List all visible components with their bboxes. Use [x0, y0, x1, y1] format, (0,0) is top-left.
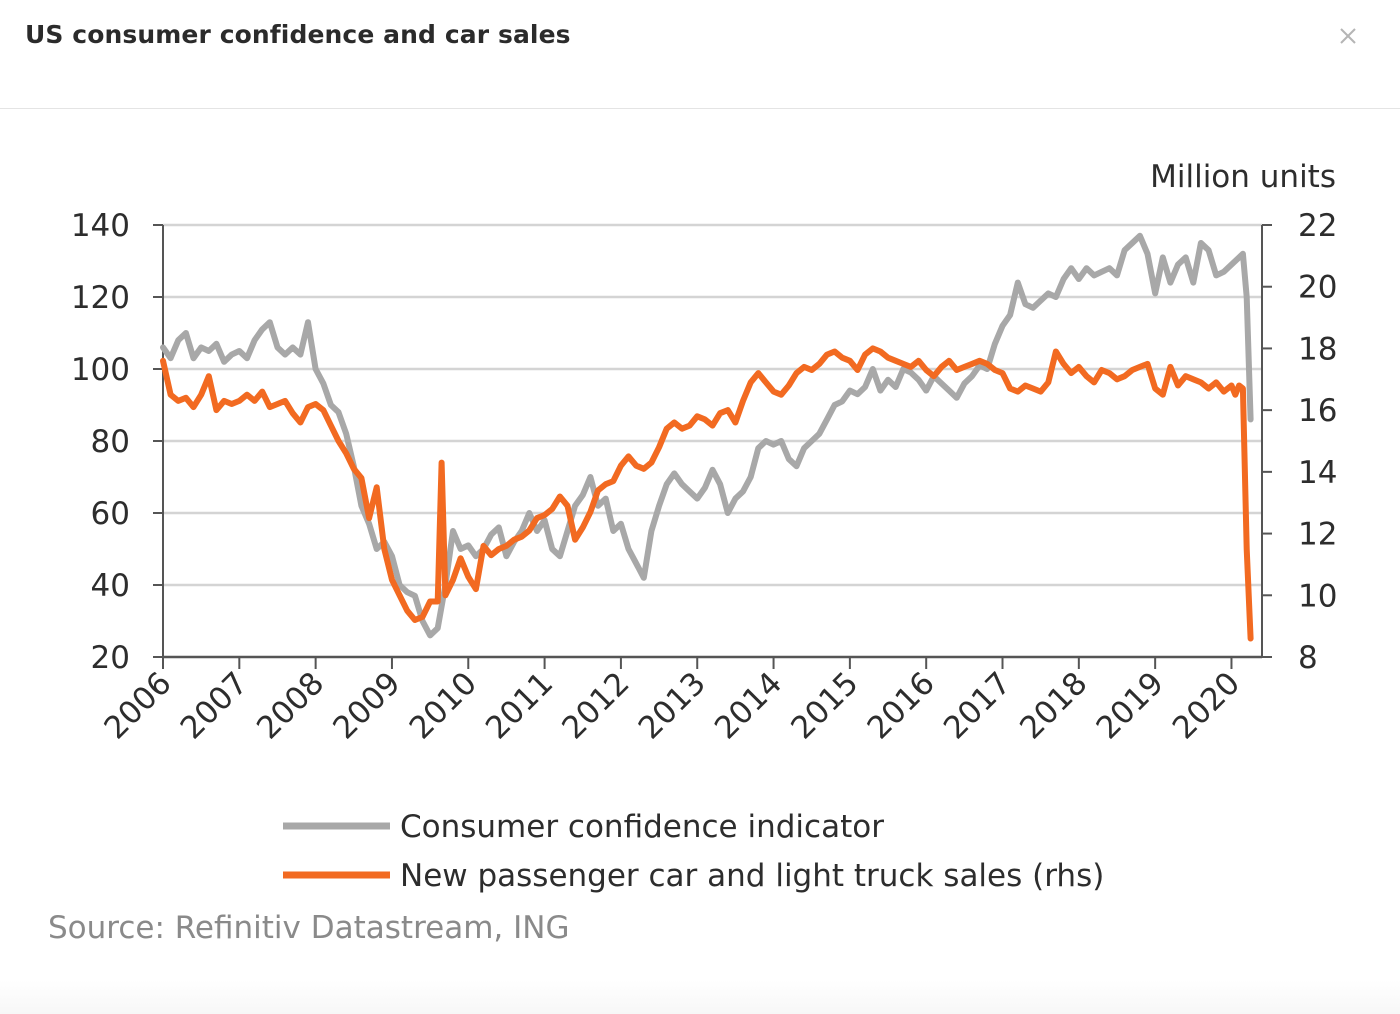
x-axis-tick-label: 2016 — [861, 665, 942, 746]
left-axis-tick-label: 40 — [91, 568, 130, 604]
x-axis-tick-label: 2007 — [174, 665, 255, 746]
x-axis-tick-label: 2019 — [1090, 665, 1171, 746]
left-axis-tick-label: 120 — [71, 280, 130, 316]
right-axis-tick-label: 14 — [1298, 455, 1337, 491]
left-axis-tick-label: 100 — [71, 352, 130, 388]
modal-title: US consumer confidence and car sales — [25, 20, 571, 49]
x-axis-tick-label: 2017 — [937, 665, 1018, 746]
left-axis-tick-label: 140 — [71, 208, 130, 244]
right-axis-tick-label: 10 — [1298, 578, 1337, 614]
x-axis-tick-label: 2015 — [784, 665, 865, 746]
x-axis-tick-label: 2009 — [326, 665, 407, 746]
right-axis-unit: Million units — [1150, 159, 1336, 195]
left-axis-tick-label: 80 — [91, 424, 130, 460]
series-line-sales — [160, 345, 1254, 642]
right-axis-tick-label: 16 — [1298, 393, 1337, 429]
right-axis-tick-label: 8 — [1298, 640, 1318, 676]
series-line-confidence — [160, 232, 1254, 639]
legend: Consumer confidence indicator New passen… — [283, 809, 1104, 894]
right-axis-tick-label: 18 — [1298, 331, 1337, 367]
x-axis-tick-label: 2006 — [97, 665, 178, 746]
legend-label-confidence: Consumer confidence indicator — [400, 809, 884, 845]
modal-footer — [0, 980, 1400, 1014]
x-axis-tick-label: 2014 — [708, 665, 789, 746]
left-axis-tick-label: 20 — [91, 640, 130, 676]
x-axis-tick-label: 2012 — [555, 665, 636, 746]
x-axis-tick-label: 2018 — [1013, 665, 1094, 746]
x-axis-tick-label: 2011 — [479, 665, 560, 746]
legend-label-sales: New passenger car and light truck sales … — [400, 858, 1104, 894]
x-axis-tick-label: 2020 — [1166, 665, 1247, 746]
x-axis-tick-label: 2008 — [250, 665, 331, 746]
chart-container: 140 120 100 80 60 40 20 22 20 18 16 14 12 10 8 2006 2007… — [0, 110, 1400, 980]
right-axis-tick-label: 12 — [1298, 517, 1337, 553]
right-axis-tick-label: 22 — [1298, 208, 1337, 244]
close-icon — [1340, 28, 1356, 44]
line-chart: 1401201008060402022201816141210820062007… — [71, 159, 1338, 894]
left-axis-tick-label: 60 — [91, 496, 130, 532]
source-note: Source: Refinitiv Datastream, ING — [48, 910, 570, 946]
x-axis-tick-label: 2013 — [632, 665, 713, 746]
x-axis-tick-label: 2010 — [403, 665, 484, 746]
right-axis-tick-label: 20 — [1298, 270, 1337, 306]
close-button[interactable] — [1328, 16, 1368, 56]
modal-header: US consumer confidence and car sales — [0, 0, 1400, 109]
